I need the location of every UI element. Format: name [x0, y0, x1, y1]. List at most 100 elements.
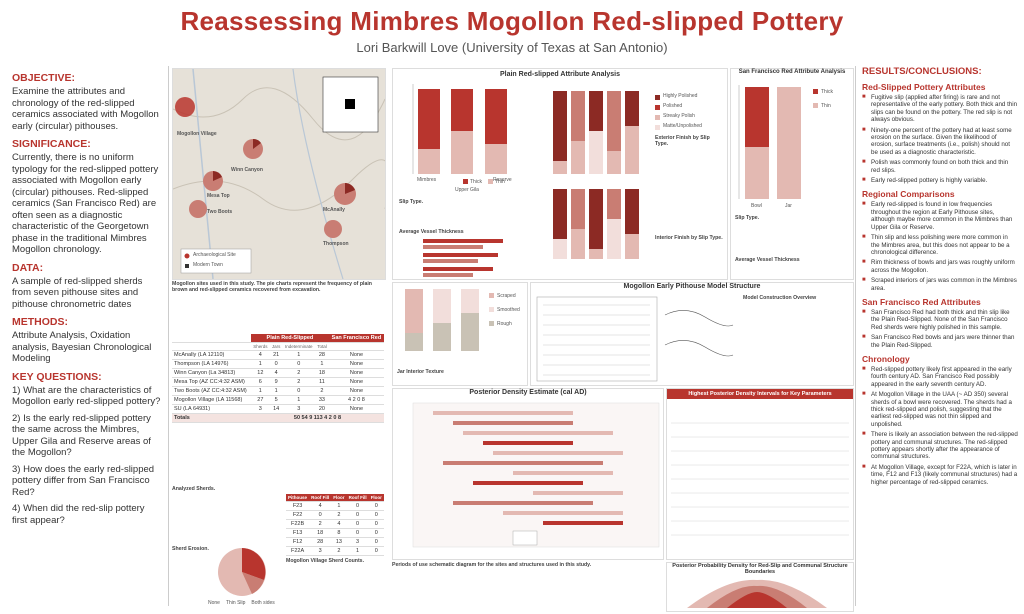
jar-interior-caption: Jar Interior Texture [397, 369, 444, 375]
shard-cell: 3 [309, 546, 332, 556]
result-item: Early red-slipped pottery is highly vari… [862, 177, 1018, 185]
shard-cell: 0 [368, 537, 384, 547]
sfr-chart [738, 85, 818, 199]
col-sherds: Sherds [250, 342, 270, 351]
sfr-value: None [328, 377, 384, 387]
col-floor-2: Floor [368, 494, 384, 502]
jar-texture-chart [405, 289, 494, 351]
sfr-legend-thick: Thick [821, 89, 833, 95]
column-divider-right [855, 66, 856, 606]
question-1: 1) What are the characteristics of Mogol… [12, 384, 161, 408]
sfr-value: None [328, 368, 384, 378]
poster-title: Reassessing Mimbres Mogollon Red-slipped… [180, 6, 844, 36]
site-value: 1 [282, 350, 315, 360]
erosion-legend-none: None [208, 600, 220, 606]
sfr-value: None [328, 386, 384, 396]
x-label-reserve: Reserve [493, 177, 512, 183]
shard-cell: 0 [368, 501, 384, 511]
totals-label: Totals [172, 413, 251, 423]
result-item: San Francisco Red had both thick and thi… [862, 309, 1018, 331]
site-value: 6 [250, 377, 270, 387]
map-label-two-boots: Two Boots [207, 209, 233, 215]
slip-type-caption: Slip Type. [399, 199, 424, 205]
shard-cell: 2 [309, 519, 332, 529]
site-value: 3 [282, 404, 315, 414]
site-value: 4 [250, 350, 270, 360]
site-value: 2 [282, 368, 315, 378]
left-column: OBJECTIVE: Examine the attributes and ch… [12, 66, 162, 526]
result-item: Ninety-one percent of the pottery had at… [862, 127, 1018, 157]
site-value: 11 [315, 377, 329, 387]
shard-cell: F22 [286, 510, 310, 520]
legend-highly-polished: Highly Polished [663, 93, 698, 99]
site-value: 0 [269, 359, 283, 369]
shard-cell: F13 [286, 528, 310, 538]
result-item: Scraped interiors of jars was common in … [862, 277, 1018, 292]
prob-density-title: Posterior Probability Density for Red-Sl… [672, 563, 848, 575]
interior-finish-caption: Interior Finish by Slip Type. [655, 235, 723, 241]
shard-cell: F12 [286, 537, 310, 547]
shard-cell: 0 [368, 528, 384, 538]
questions-heading: KEY QUESTIONS: [12, 370, 102, 383]
result-item: Polish was commonly found on both thick … [862, 159, 1018, 174]
table-row: F22 0 2 0 0 [286, 510, 384, 520]
poster-author: Lori Barkwill Love (University of Texas … [356, 40, 668, 55]
prob-density-panel: Posterior Probability Density for Red-Sl… [666, 562, 854, 612]
results-sec-sfr: San Francisco Red Attributes [862, 296, 981, 307]
sfr-avg-thickness: Average Vessel Thickness [735, 257, 800, 263]
sfr-panel: San Francisco Red Attribute Analysis Thi… [730, 68, 854, 280]
legend-streaky-polish: Streaky Polish [663, 113, 695, 119]
erosion-legend-both-sides: Both sides [251, 600, 275, 606]
model-structure-panel: Mogollon Early Pithouse Model Structure … [530, 282, 854, 386]
data-text: A sample of red-slipped sherds from seve… [12, 275, 143, 310]
site-map: Mogollon Village Winn Canyon Mesa Top Tw… [172, 68, 391, 280]
analyzed-sherds-label: Analyzed Sherds. [172, 486, 216, 492]
group-san-francisco-red: San Francisco Red [328, 334, 384, 343]
result-item: Red-slipped pottery likely first appeare… [862, 366, 1018, 388]
col-indeterminate: Indeterminate [282, 342, 315, 351]
legend-thin: Thin [495, 179, 505, 185]
result-item: San Francisco Red bowls and jars were th… [862, 334, 1018, 349]
shard-cell: 0 [309, 510, 332, 520]
map-label-mogollon-village: Mogollon Village [177, 131, 217, 137]
shard-cell: 4 [331, 519, 347, 529]
shard-cell: 3 [346, 537, 369, 547]
map-label-thompson: Thompson [323, 241, 349, 247]
table-row: F13 18 8 0 0 [286, 528, 384, 538]
shard-cell: 4 [309, 501, 332, 511]
sfr-value: None [328, 350, 384, 360]
legend-matte: Matte/Unpolished [663, 123, 702, 129]
posterior-density-panel: Posterior Density Estimate (cal AD) [392, 388, 664, 560]
table-row: SU (LA 64931) 3 14 3 20 None [172, 404, 384, 414]
significance-heading: SIGNIFICANCE: [12, 138, 91, 150]
site-value: 9 [269, 377, 283, 387]
model-structure-title: Mogollon Early Pithouse Model Structure [623, 283, 761, 290]
objective-text: Examine the attributes and chronology of… [12, 86, 159, 132]
question-4: 4) When did the red-slip pottery first a… [12, 503, 145, 526]
site-value: 1 [315, 359, 329, 369]
posterior-density-chart [412, 402, 660, 548]
shard-cell: 0 [368, 546, 384, 556]
shard-cell: 0 [346, 519, 369, 529]
site-value: 27 [250, 395, 270, 405]
model-structure-diagram [536, 296, 734, 382]
avg-thickness-caption: Average Vessel Thickness [399, 229, 464, 235]
objective-heading: OBJECTIVE: [12, 72, 76, 84]
map-label-mesa-top: Mesa Top [207, 193, 230, 199]
shard-cell: 0 [346, 501, 369, 511]
model-overview-caption: Model Construction Overview [743, 295, 817, 301]
map-graphic [172, 68, 391, 280]
result-item: There is likely an association between t… [862, 431, 1018, 461]
x-label-upper-gila: Upper Gila [455, 187, 479, 193]
site-name: Mesa Top (AZ CC:4:32 ASM) [172, 377, 251, 387]
table-row: Thompson (LA 14976) 1 0 0 1 None [172, 359, 384, 369]
site-value: 0 [282, 359, 315, 369]
shard-cell: 0 [346, 528, 369, 538]
legend-polished: Polished [663, 103, 683, 109]
shard-cell: 1 [331, 501, 347, 511]
table-row: McAnally (LA 12110) 4 21 1 28 None [172, 350, 384, 360]
shard-cell: 28 [309, 537, 332, 547]
shard-cell: 18 [309, 528, 332, 538]
results-sec-chronology: Chronology [862, 353, 910, 364]
group-plain-red-slipped: Plain Red-Slipped [250, 334, 329, 343]
